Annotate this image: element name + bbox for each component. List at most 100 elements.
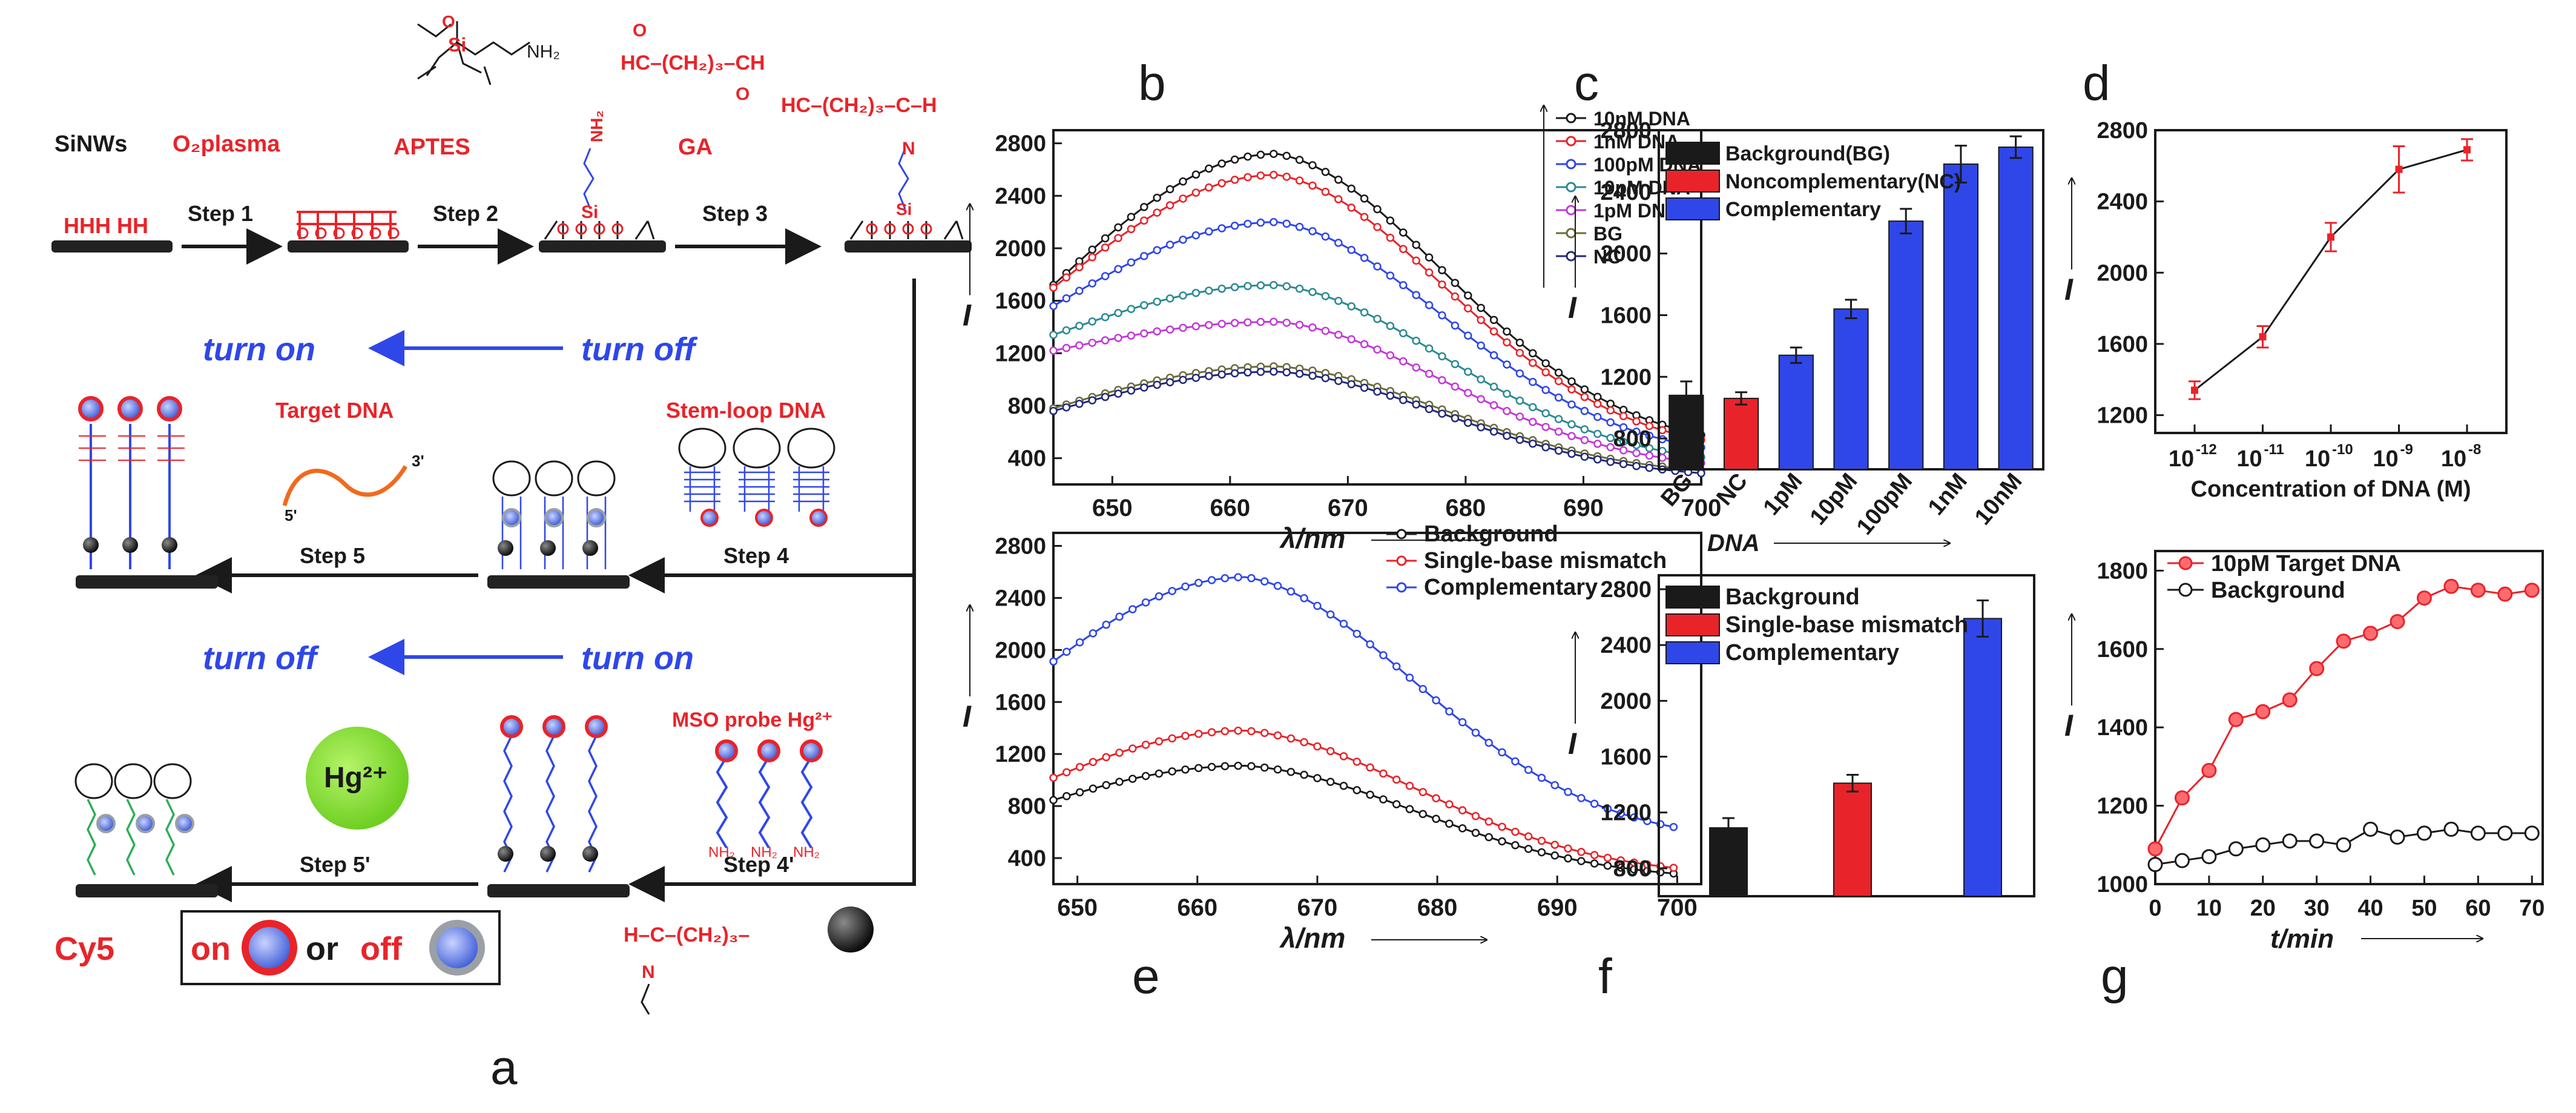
series-point-b-0	[1567, 377, 1576, 386]
series-point-b-1	[1541, 368, 1550, 377]
cy5-legend-box	[180, 910, 501, 985]
series-point-b-2	[1503, 360, 1511, 369]
series-point-b-2	[1606, 418, 1615, 427]
error-bar-f-2	[1977, 599, 1989, 638]
series-point-e-2	[1300, 594, 1308, 603]
series-point-e-0	[1524, 845, 1533, 853]
series-point-b-3	[1321, 292, 1330, 300]
series-point-b-4	[1515, 412, 1524, 421]
series-point-b-0	[1165, 185, 1174, 194]
series-point-b-2	[1477, 341, 1485, 350]
nanowire-ga: Si N HC–(CH₂)₃–C–H	[781, 94, 972, 253]
x-tick-label-e-0: 650	[1057, 894, 1098, 921]
series-point-b-3	[1529, 403, 1537, 412]
series-point-b-0	[1270, 150, 1278, 158]
nanowire-oxidized	[288, 211, 409, 253]
series-point-b-1	[1101, 243, 1110, 252]
series-point-b-4	[1049, 346, 1058, 355]
series-point-e-1	[1511, 827, 1520, 836]
series-point-e-0	[1181, 765, 1190, 774]
series-point-b-6	[1153, 380, 1161, 389]
series-point-e-2	[1603, 804, 1612, 813]
si-h-surface-label: HHH HH	[64, 213, 148, 238]
series-point-e-1	[1630, 858, 1638, 867]
series-point-e-0	[1141, 771, 1150, 781]
series-point-e-1	[1590, 851, 1599, 859]
series-point-b-6	[1191, 374, 1201, 382]
series-point-e-1	[1418, 788, 1428, 796]
series-point-b-1	[1632, 417, 1641, 426]
y-axis-label-b: I	[963, 299, 972, 332]
series-point-e-0	[1273, 765, 1282, 774]
series-point-b-3	[1567, 420, 1576, 429]
panel-label-d: d	[2083, 56, 2110, 111]
series-point-b-4	[1075, 341, 1084, 350]
x-tick-label-c-4: 100pM	[1852, 469, 1917, 540]
series-point-b-6	[1295, 369, 1304, 378]
series-point-b-6	[1101, 392, 1110, 401]
error-bar-c-6	[2009, 135, 2022, 159]
series-point-b-0	[1580, 385, 1589, 394]
x-axis-label-d: Concentration of DNA (M)	[2191, 477, 2471, 502]
data-point-g-1-12	[2470, 825, 2486, 841]
series-point-b-4	[1477, 395, 1485, 403]
series-point-b-3	[1217, 285, 1226, 293]
series-point-b-3	[1606, 434, 1615, 443]
series-point-b-6	[1165, 378, 1174, 386]
surface-step4-result	[487, 460, 630, 589]
legend-marker-b-1	[1566, 136, 1576, 147]
chart-g: 1000 1200 1400 1600 1800 Ig 0 10 20 30 40 50 60 70 t/m…	[2064, 550, 2545, 1004]
x-tick-label-g-4: 40	[2357, 896, 2383, 921]
series-point-e-0	[1300, 770, 1308, 779]
series-point-e-1	[1089, 758, 1098, 767]
series-point-b-1	[1230, 176, 1239, 184]
ga-bound-formula: HC–(CH₂)₃–C–H	[781, 94, 937, 117]
y-tick-label-f-2: 1600	[1600, 745, 1652, 770]
series-point-b-4	[1179, 323, 1187, 332]
nh2-label: NH₂	[587, 110, 606, 142]
error-bar-c-4	[1900, 208, 1912, 235]
series-point-e-1	[1220, 727, 1230, 736]
series-point-b-3	[1580, 425, 1589, 434]
series-point-b-0	[1282, 151, 1291, 160]
y-tick-label-d-2: 2000	[2097, 260, 2148, 286]
series-point-b-3	[1412, 336, 1420, 345]
y-tick-label-f-3: 2000	[1600, 689, 1652, 714]
error-bar-c-5	[1954, 144, 1967, 184]
series-point-b-4	[1567, 432, 1576, 440]
y-tick-label-e-1: 800	[1008, 794, 1046, 819]
series-point-e-2	[1089, 629, 1098, 638]
series-point-b-6	[1412, 400, 1420, 409]
series-point-b-3	[1165, 294, 1174, 303]
x-tick-label-c-2: 1pM	[1759, 469, 1808, 520]
series-point-b-1	[1580, 392, 1589, 401]
aptes-nh2-label: NH₂	[527, 42, 560, 62]
series-point-b-2	[1191, 231, 1201, 240]
y-axis-label-c: I	[1568, 291, 1577, 325]
series-point-b-1	[1412, 256, 1420, 265]
series-point-b-1	[1619, 412, 1628, 420]
series-point-b-3	[1282, 282, 1291, 291]
x-tick-exp-d-4: -8	[2468, 441, 2481, 458]
series-point-b-0	[1554, 368, 1563, 377]
series-point-b-4	[1295, 320, 1304, 329]
series-point-b-0	[1179, 177, 1187, 186]
y-tick-label-g-4: 1800	[2097, 558, 2148, 584]
series-point-e-1	[1524, 832, 1533, 841]
series-point-b-3	[1360, 308, 1369, 317]
series-point-b-3	[1489, 382, 1498, 391]
step1-label: Step 1	[188, 201, 253, 226]
series-point-b-3	[1503, 389, 1511, 398]
series-point-b-2	[1451, 321, 1460, 330]
series-point-b-4	[1308, 323, 1317, 332]
series-point-b-3	[1464, 368, 1472, 376]
series-point-b-2	[1347, 246, 1356, 254]
series-point-b-6	[1127, 386, 1136, 395]
legend-marker-b-2	[1566, 159, 1576, 170]
series-point-b-3	[1386, 322, 1395, 330]
y-tick-label-b-0: 400	[1008, 446, 1046, 472]
series-point-b-0	[1464, 291, 1472, 300]
series-point-b-2	[1593, 412, 1602, 421]
series-point-e-0	[1168, 767, 1176, 776]
series-point-e-0	[1326, 778, 1335, 786]
